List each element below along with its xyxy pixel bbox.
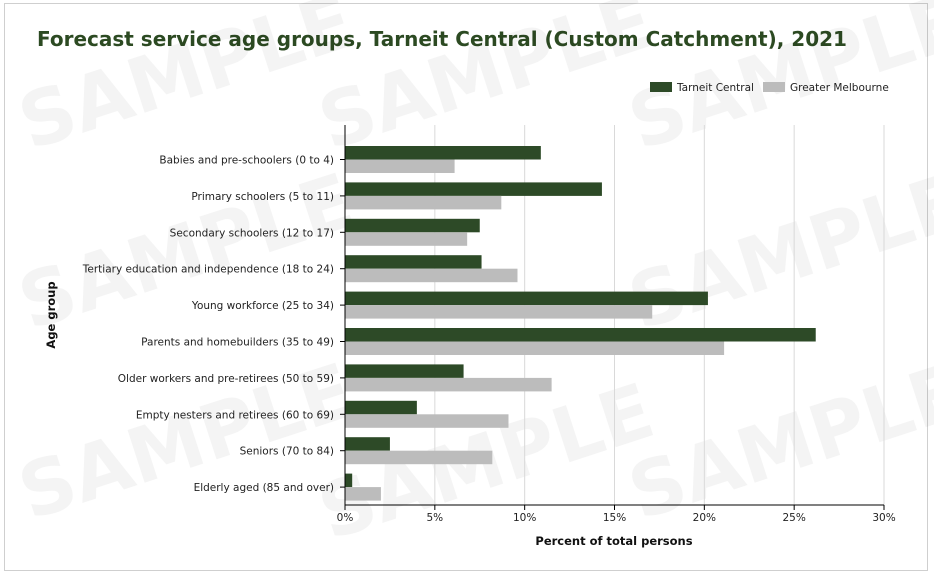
bar-comparison	[345, 341, 725, 355]
category-label: Older workers and pre-retirees (50 to 59…	[118, 373, 334, 385]
bar-primary	[345, 473, 353, 488]
category-label: Primary schoolers (5 to 11)	[191, 191, 334, 203]
category-label: Secondary schoolers (12 to 17)	[170, 227, 334, 239]
bar-comparison	[345, 305, 653, 319]
bar-comparison	[345, 195, 502, 210]
bar-comparison	[345, 159, 455, 173]
legend-label: Tarneit Central	[676, 82, 754, 94]
chart-frame	[4, 3, 928, 571]
legend-swatch	[650, 82, 672, 92]
x-tick-label: 25%	[782, 512, 805, 524]
category-label: Babies and pre-schoolers (0 to 4)	[159, 155, 334, 167]
watermark-text: SAMPLE	[618, 156, 934, 347]
bar-primary	[345, 364, 464, 378]
category-label: Tertiary education and independence (18 …	[82, 264, 334, 276]
x-tick-label: 20%	[693, 512, 716, 524]
bar-primary	[345, 400, 417, 415]
category-label: Seniors (70 to 84)	[240, 446, 334, 458]
x-tick-label: 0%	[337, 512, 354, 524]
bar-layer	[345, 146, 816, 501]
axes	[344, 125, 884, 506]
bar-comparison	[345, 268, 518, 283]
axis-labels: 0% 5% 10% 15% 20% 25% 30% Babies and pre-school…	[82, 155, 896, 525]
x-axis-title: Percent of total persons	[535, 534, 692, 548]
x-tick-label: 15%	[603, 512, 626, 524]
bar-comparison	[345, 487, 381, 501]
bar-primary	[345, 328, 816, 342]
legend-swatch	[763, 82, 785, 92]
legend: Tarneit Central Greater Melbourne	[650, 82, 889, 94]
x-tick-label: 30%	[872, 512, 895, 524]
bar-primary	[345, 255, 482, 269]
bar-primary	[345, 437, 390, 451]
bar-comparison	[345, 414, 509, 428]
bar-primary	[345, 291, 708, 306]
category-label: Elderly aged (85 and over)	[194, 482, 334, 494]
bar-primary	[345, 218, 480, 233]
bar-comparison	[345, 377, 552, 392]
x-tick-label: 10%	[513, 512, 536, 524]
bar-primary	[345, 182, 602, 196]
bar-primary	[345, 146, 541, 160]
category-label: Parents and homebuilders (35 to 49)	[141, 337, 334, 349]
y-axis-title: Age group	[44, 281, 58, 348]
bar-comparison	[345, 450, 493, 465]
category-label: Empty nesters and retirees (60 to 69)	[136, 409, 334, 421]
legend-label: Greater Melbourne	[790, 82, 889, 94]
watermark-text: SAMPLE	[618, 346, 934, 537]
category-label: Young workforce (25 to 34)	[191, 300, 334, 312]
watermark-text: SAMPLE	[8, 156, 364, 347]
watermark-text: SAMPLE	[308, 0, 664, 167]
x-tick-label: 5%	[426, 512, 443, 524]
chart-title: Forecast service age groups, Tarneit Cen…	[37, 27, 847, 51]
bar-comparison	[345, 232, 468, 246]
